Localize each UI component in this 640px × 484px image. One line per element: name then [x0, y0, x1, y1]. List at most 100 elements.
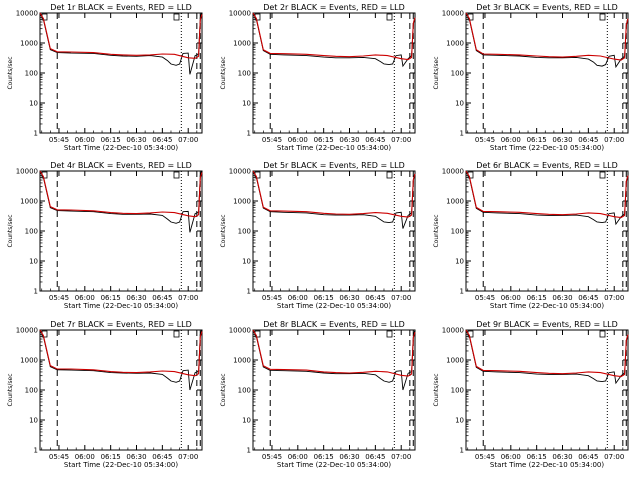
y-tick-label: 10000 — [229, 168, 251, 176]
y-axis-label: Counts/sec — [7, 56, 14, 89]
x-tick-label: 07:00 — [604, 453, 624, 461]
x-axis-label: Start Time (22-Dec-10 05:34:00) — [64, 461, 178, 469]
x-tick-label: 06:00 — [75, 294, 95, 302]
x-tick-label: 05:45 — [262, 294, 282, 302]
series-line-red — [252, 170, 416, 218]
panel-title: Det 1r BLACK = Events, RED = LLD — [50, 3, 192, 12]
x-tick-label: 05:45 — [262, 136, 282, 144]
x-tick-label: 06:45 — [365, 294, 385, 302]
panel-6: Det 6r BLACK = Events, RED = LLD Counts/s… — [433, 161, 629, 310]
x-tick-label: 06:15 — [314, 453, 334, 461]
panel-title: Det 8r BLACK = Events, RED = LLD — [263, 320, 405, 329]
x-axis-label: Start Time (22-Dec-10 05:34:00) — [277, 144, 391, 152]
plot-frame — [39, 170, 203, 292]
marker-box — [599, 13, 606, 21]
x-tick-label: 06:30 — [126, 453, 146, 461]
y-tick-label: 100 — [451, 70, 464, 78]
x-tick-label: 05:45 — [475, 453, 495, 461]
x-tick-label: 05:45 — [49, 453, 69, 461]
y-tick-label: 10000 — [442, 327, 464, 335]
x-axis-label: Start Time (22-Dec-10 05:34:00) — [64, 144, 178, 152]
x-tick-label: 06:00 — [75, 453, 95, 461]
y-tick-label: 1000 — [446, 40, 464, 48]
series-line-red — [465, 170, 629, 219]
y-tick-label: 10000 — [229, 10, 251, 18]
y-tick-label: 10000 — [442, 10, 464, 18]
series-line-red — [252, 12, 416, 61]
y-tick-label: 1000 — [446, 198, 464, 206]
marker-box — [599, 330, 606, 338]
plot-frame — [465, 170, 629, 292]
series-line-black — [465, 329, 629, 385]
x-tick-label: 07:00 — [178, 294, 198, 302]
y-tick-label: 1 — [34, 130, 38, 138]
y-tick-label: 1000 — [233, 357, 251, 365]
panel-title: Det 3r BLACK = Events, RED = LLD — [476, 3, 618, 12]
x-tick-label: 06:00 — [288, 136, 308, 144]
series-line-red — [465, 329, 629, 378]
y-axis-label: Counts/sec — [433, 373, 440, 406]
x-tick-label: 06:45 — [365, 136, 385, 144]
series-line-black — [252, 12, 416, 68]
series-line-red — [465, 12, 629, 61]
y-tick-label: 1000 — [20, 198, 38, 206]
x-tick-label: 06:30 — [552, 294, 572, 302]
x-tick-label: 07:00 — [178, 136, 198, 144]
plot-frame — [465, 12, 629, 134]
x-axis-label: Start Time (22-Dec-10 05:34:00) — [277, 302, 391, 310]
x-tick-label: 06:00 — [501, 294, 521, 302]
panel-3: Det 3r BLACK = Events, RED = LLD Counts/s… — [433, 3, 629, 152]
panel-title: Det 4r BLACK = Events, RED = LLD — [50, 161, 192, 170]
x-axis-label: Start Time (22-Dec-10 05:34:00) — [64, 302, 178, 310]
marker-box — [599, 171, 606, 179]
y-tick-label: 1000 — [233, 198, 251, 206]
x-tick-label: 07:00 — [178, 453, 198, 461]
marker-box — [173, 330, 180, 338]
panel-title: Det 2r BLACK = Events, RED = LLD — [263, 3, 405, 12]
y-tick-label: 100 — [238, 387, 251, 395]
panel-5: Det 5r BLACK = Events, RED = LLD Counts/s… — [220, 161, 416, 310]
y-tick-label: 10000 — [229, 327, 251, 335]
y-tick-label: 10 — [242, 417, 251, 425]
x-tick-label: 06:15 — [314, 136, 334, 144]
y-tick-label: 10000 — [442, 168, 464, 176]
y-tick-label: 10 — [455, 100, 464, 108]
series-line-red — [39, 170, 203, 218]
y-tick-label: 1 — [460, 130, 464, 138]
y-tick-label: 1 — [460, 447, 464, 455]
marker-box — [173, 13, 180, 21]
series-line-red — [39, 12, 203, 59]
y-tick-label: 10 — [29, 258, 38, 266]
x-axis-label: Start Time (22-Dec-10 05:34:00) — [490, 461, 604, 469]
x-tick-label: 07:00 — [391, 136, 411, 144]
x-tick-label: 07:00 — [604, 136, 624, 144]
y-tick-label: 1000 — [20, 357, 38, 365]
plot-frame — [252, 12, 416, 134]
y-tick-label: 1000 — [233, 40, 251, 48]
y-tick-label: 100 — [238, 228, 251, 236]
y-tick-label: 1 — [247, 288, 251, 296]
x-tick-label: 05:45 — [475, 294, 495, 302]
x-tick-label: 06:45 — [578, 453, 598, 461]
y-tick-label: 10000 — [16, 168, 38, 176]
y-tick-label: 10 — [242, 100, 251, 108]
x-tick-label: 05:45 — [475, 136, 495, 144]
series-line-black — [465, 12, 629, 69]
x-tick-label: 07:00 — [391, 294, 411, 302]
x-tick-label: 06:45 — [152, 136, 172, 144]
x-tick-label: 06:15 — [527, 136, 547, 144]
x-tick-label: 06:15 — [101, 453, 121, 461]
panel-9: Det 9r BLACK = Events, RED = LLD Counts/s… — [433, 320, 629, 469]
y-tick-label: 1 — [460, 288, 464, 296]
panel-1: Det 1r BLACK = Events, RED = LLD Counts/s… — [7, 3, 203, 152]
y-tick-label: 10000 — [16, 10, 38, 18]
y-tick-label: 100 — [451, 387, 464, 395]
y-tick-label: 10 — [455, 258, 464, 266]
marker-box — [386, 13, 393, 21]
x-tick-label: 06:45 — [365, 453, 385, 461]
y-tick-label: 10 — [29, 100, 38, 108]
x-tick-label: 06:30 — [126, 136, 146, 144]
x-tick-label: 06:15 — [527, 294, 547, 302]
x-tick-label: 06:00 — [75, 136, 95, 144]
